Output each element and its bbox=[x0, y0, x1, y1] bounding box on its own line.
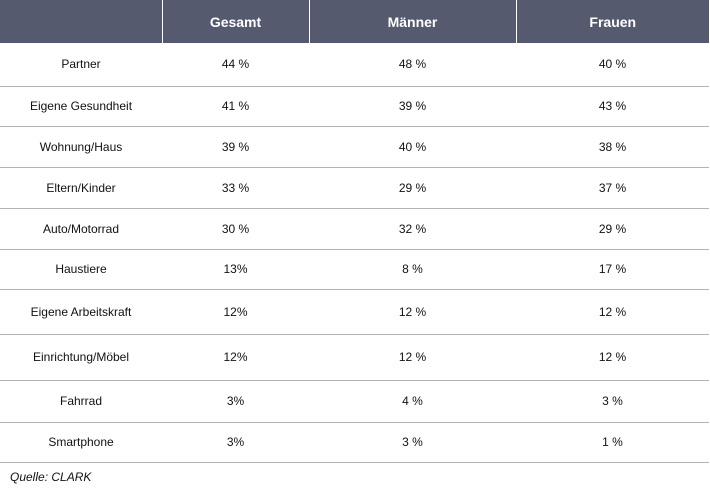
table-row: Eltern/Kinder 33 % 29 % 37 % bbox=[0, 167, 709, 209]
table-row: Smartphone 3% 3 % 1 % bbox=[0, 422, 709, 463]
table-row: Einrichtung/Möbel 12% 12 % 12 % bbox=[0, 334, 709, 381]
frauen-cell: 17 % bbox=[516, 249, 709, 290]
header-frauen: Frauen bbox=[515, 0, 709, 43]
gesamt-cell: 44 % bbox=[162, 43, 309, 87]
category-cell: Auto/Motorrad bbox=[0, 208, 162, 250]
table-row: Haustiere 13% 8 % 17 % bbox=[0, 249, 709, 290]
category-cell: Einrichtung/Möbel bbox=[0, 334, 162, 381]
table-row: Auto/Motorrad 30 % 32 % 29 % bbox=[0, 208, 709, 250]
table-row: Wohnung/Haus 39 % 40 % 38 % bbox=[0, 126, 709, 168]
maenner-cell: 8 % bbox=[309, 249, 516, 290]
frauen-cell: 29 % bbox=[516, 208, 709, 250]
maenner-cell: 4 % bbox=[309, 380, 516, 423]
gesamt-cell: 13% bbox=[162, 249, 309, 290]
data-table: Gesamt Männer Frauen Partner 44 % 48 % 40 %… bbox=[0, 0, 709, 463]
gesamt-cell: 41 % bbox=[162, 86, 309, 127]
gesamt-cell: 3% bbox=[162, 422, 309, 463]
maenner-cell: 12 % bbox=[309, 289, 516, 335]
category-cell: Eltern/Kinder bbox=[0, 167, 162, 209]
gesamt-cell: 3% bbox=[162, 380, 309, 423]
gesamt-cell: 12% bbox=[162, 334, 309, 381]
data-table-container: Gesamt Männer Frauen Partner 44 % 48 % 40 %… bbox=[0, 0, 709, 463]
category-cell: Fahrrad bbox=[0, 380, 162, 423]
category-cell: Wohnung/Haus bbox=[0, 126, 162, 168]
category-cell: Eigene Arbeitskraft bbox=[0, 289, 162, 335]
source-note: Quelle: CLARK bbox=[10, 470, 92, 484]
gesamt-cell: 12% bbox=[162, 289, 309, 335]
frauen-cell: 40 % bbox=[516, 43, 709, 87]
header-empty bbox=[0, 0, 162, 43]
table-body: Partner 44 % 48 % 40 % Eigene Gesundheit 41 %… bbox=[0, 43, 709, 463]
maenner-cell: 32 % bbox=[309, 208, 516, 250]
maenner-cell: 29 % bbox=[309, 167, 516, 209]
maenner-cell: 39 % bbox=[309, 86, 516, 127]
table-row: Eigene Arbeitskraft 12% 12 % 12 % bbox=[0, 289, 709, 335]
table-row: Eigene Gesundheit 41 % 39 % 43 % bbox=[0, 86, 709, 127]
category-cell: Haustiere bbox=[0, 249, 162, 290]
frauen-cell: 12 % bbox=[516, 334, 709, 381]
gesamt-cell: 39 % bbox=[162, 126, 309, 168]
frauen-cell: 3 % bbox=[516, 380, 709, 423]
gesamt-cell: 30 % bbox=[162, 208, 309, 250]
table-header-row: Gesamt Männer Frauen bbox=[0, 0, 709, 43]
table-row: Partner 44 % 48 % 40 % bbox=[0, 43, 709, 87]
frauen-cell: 43 % bbox=[516, 86, 709, 127]
frauen-cell: 38 % bbox=[516, 126, 709, 168]
maenner-cell: 12 % bbox=[309, 334, 516, 381]
header-gesamt: Gesamt bbox=[161, 0, 309, 43]
header-maenner: Männer bbox=[308, 0, 516, 43]
maenner-cell: 3 % bbox=[309, 422, 516, 463]
frauen-cell: 37 % bbox=[516, 167, 709, 209]
category-cell: Eigene Gesundheit bbox=[0, 86, 162, 127]
maenner-cell: 48 % bbox=[309, 43, 516, 87]
gesamt-cell: 33 % bbox=[162, 167, 309, 209]
frauen-cell: 12 % bbox=[516, 289, 709, 335]
maenner-cell: 40 % bbox=[309, 126, 516, 168]
category-cell: Smartphone bbox=[0, 422, 162, 463]
frauen-cell: 1 % bbox=[516, 422, 709, 463]
table-row: Fahrrad 3% 4 % 3 % bbox=[0, 380, 709, 423]
category-cell: Partner bbox=[0, 43, 162, 87]
